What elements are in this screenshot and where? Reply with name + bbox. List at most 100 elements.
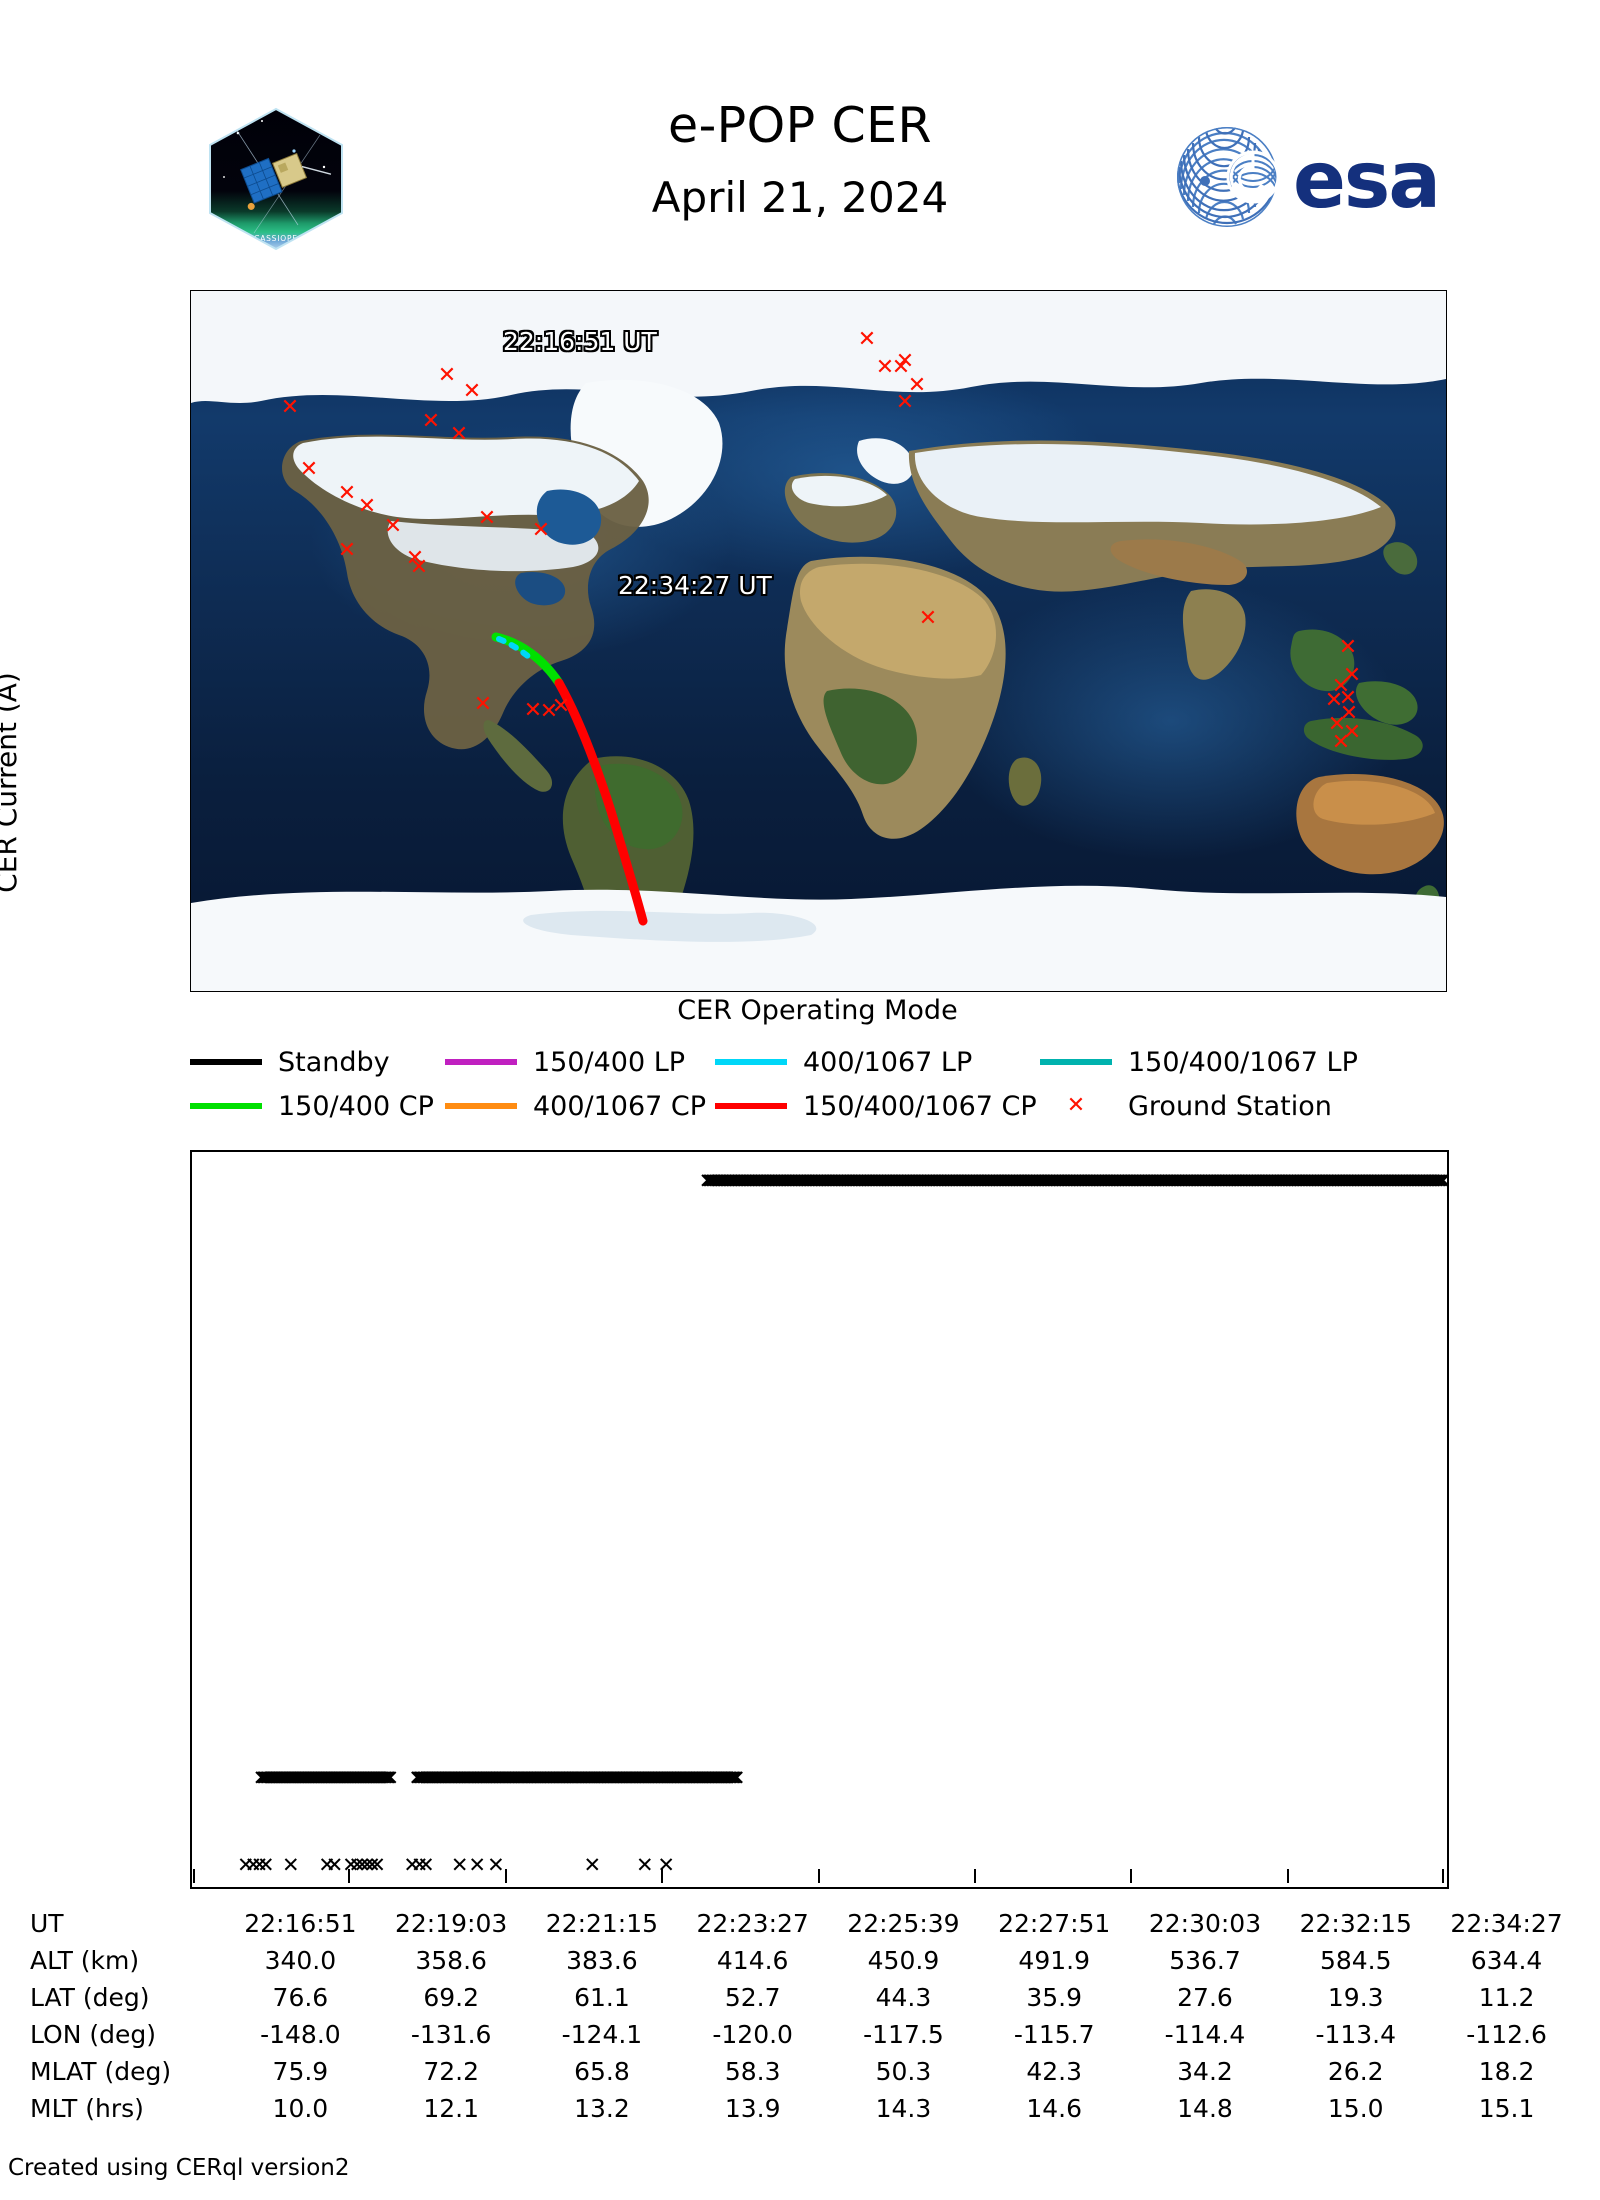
data-point-marker: ✕ [1053, 1168, 1071, 1193]
data-point-marker: ✕ [584, 1766, 603, 1791]
data-point-marker: ✕ [1312, 1168, 1331, 1193]
data-point-marker: ✕ [959, 1168, 978, 1193]
data-point-marker: ✕ [844, 1168, 863, 1193]
data-point-marker: ✕ [685, 1766, 704, 1791]
data-point-marker: ✕ [1024, 1168, 1042, 1193]
table-cell: 26.2 [1327, 2057, 1384, 2086]
data-point-marker: ✕ [417, 1852, 435, 1877]
data-point-marker: ✕ [460, 1766, 479, 1791]
data-point-marker: ✕ [1239, 1168, 1257, 1193]
data-point-marker: ✕ [1194, 1168, 1213, 1193]
data-point-marker: ✕ [485, 1766, 504, 1791]
table-row: LON (deg) -148.0 -131.6 -124.1 -120.0 -117.5 -… [22, 2016, 1582, 2053]
data-point-marker: ✕ [316, 1766, 334, 1791]
data-point-marker: ✕ [695, 1766, 714, 1791]
data-point-marker: ✕ [300, 1766, 318, 1791]
data-point-marker: ✕ [1048, 1168, 1067, 1193]
data-point-marker: ✕ [542, 1766, 561, 1791]
data-point-marker: ✕ [1154, 1168, 1173, 1193]
data-point-marker: ✕ [829, 1168, 847, 1193]
data-point-marker: ✕ [638, 1766, 657, 1791]
data-point-marker: ✕ [497, 1766, 515, 1791]
data-point-marker: ✕ [293, 1766, 311, 1791]
data-point-marker: ✕ [1322, 1168, 1340, 1193]
title-block: e-POP CER April 21, 2024 [400, 95, 1200, 229]
data-point-marker: ✕ [428, 1766, 447, 1791]
data-point-marker: ✕ [422, 1766, 441, 1791]
axis-tick [1447, 1479, 1449, 1481]
data-point-marker: ✕ [278, 1766, 297, 1791]
world-map-panel[interactable]: ✕ ✕ ✕ ✕ ✕ ✕ ✕ ✕ ✕ ✕ ✕ ✕ ✕ ✕ ✕ ✕ ✕ ✕ ✕ ✕ ✕ ✕ ✕ ✕ ✕ ✕ ✕ ✕ ✕ ✕ ✕ ✕ ✕ ✕ 22:16… [190, 290, 1447, 992]
table-cell: 383.6 [566, 1946, 638, 1975]
axis-tick [1447, 1880, 1449, 1882]
page-title: e-POP CER [668, 97, 932, 154]
data-point-marker: ✕ [901, 1168, 919, 1193]
axis-tick [190, 1319, 192, 1321]
data-point-marker: ✕ [1147, 1168, 1165, 1193]
axis-tick [1447, 1158, 1449, 1160]
data-point-marker: ✕ [704, 1766, 723, 1791]
data-point-marker: ✕ [1343, 1168, 1362, 1193]
data-point-marker: ✕ [1110, 1168, 1128, 1193]
data-point-marker: ✕ [1119, 1168, 1137, 1193]
data-point-marker: ✕ [346, 1766, 365, 1791]
data-point-marker: ✕ [1021, 1168, 1039, 1193]
data-point-marker: ✕ [1252, 1168, 1271, 1193]
data-point-marker: ✕ [1100, 1168, 1119, 1193]
data-point-marker: ✕ [955, 1168, 973, 1193]
data-point-marker: ✕ [1022, 1168, 1041, 1193]
data-point-marker: ✕ [852, 1168, 870, 1193]
data-point-marker: ✕ [615, 1766, 634, 1791]
data-point-marker: ✕ [1249, 1168, 1268, 1193]
data-point-marker: ✕ [1197, 1168, 1216, 1193]
track-start-time-label: 22:16:51 UT [503, 327, 657, 356]
data-point-marker: ✕ [1388, 1168, 1406, 1193]
data-point-marker: ✕ [1231, 1168, 1250, 1193]
data-point-marker: ✕ [1225, 1168, 1243, 1193]
table-row-label: MLAT (deg) [30, 2057, 172, 2086]
data-point-marker: ✕ [666, 1766, 685, 1791]
data-point-marker: ✕ [752, 1168, 770, 1193]
data-point-marker: ✕ [1403, 1168, 1422, 1193]
data-point-marker: ✕ [1233, 1168, 1251, 1193]
axis-tick [661, 1869, 664, 1883]
data-point-marker: ✕ [301, 1766, 320, 1791]
data-point-marker: ✕ [314, 1766, 333, 1791]
data-point-marker: ✕ [536, 1766, 555, 1791]
data-point-marker: ✕ [410, 1852, 429, 1877]
data-point-marker: ✕ [298, 1766, 317, 1791]
data-point-marker: ✕ [846, 1168, 864, 1193]
data-point-marker: ✕ [1068, 1168, 1087, 1193]
axis-tick [1447, 1399, 1449, 1401]
data-point-marker: ✕ [617, 1766, 635, 1791]
data-point-marker: ✕ [1113, 1168, 1131, 1193]
table-cell: 19.3 [1327, 1983, 1384, 2012]
data-point-marker: ✕ [991, 1168, 1010, 1193]
axis-tick [1447, 1639, 1449, 1641]
data-point-marker: ✕ [746, 1168, 764, 1193]
data-point-marker: ✕ [1262, 1168, 1280, 1193]
data-point-marker: ✕ [783, 1168, 801, 1193]
data-point-marker: ✕ [640, 1766, 659, 1791]
data-point-marker: ✕ [717, 1168, 735, 1193]
data-point-marker: ✕ [1002, 1168, 1021, 1193]
data-point-marker: ✕ [568, 1766, 587, 1791]
data-point-marker: ✕ [1036, 1168, 1055, 1193]
data-point-marker: ✕ [330, 1766, 349, 1791]
data-point-marker: ✕ [962, 1168, 981, 1193]
axis-tick [1442, 1887, 1444, 1889]
data-point-marker: ✕ [1044, 1168, 1062, 1193]
data-point-marker: ✕ [798, 1168, 817, 1193]
data-point-marker: ✕ [1165, 1168, 1184, 1193]
data-point-marker: ✕ [761, 1168, 780, 1193]
data-point-marker: ✕ [918, 1168, 936, 1193]
data-point-marker: ✕ [552, 1766, 571, 1791]
data-point-marker: ✕ [268, 1766, 287, 1791]
data-point-marker: ✕ [1205, 1168, 1223, 1193]
data-point-marker: ✕ [660, 1766, 679, 1791]
data-point-marker: ✕ [1271, 1168, 1289, 1193]
data-point-marker: ✕ [1061, 1168, 1079, 1193]
cer-current-chart[interactable]: 0.350.400.450.50 ✕✕✕✕✕✕✕✕✕✕✕✕✕✕✕✕✕✕✕✕✕✕✕… [190, 1150, 1449, 1889]
data-point-marker: ✕ [517, 1766, 536, 1791]
data-point-marker: ✕ [510, 1766, 529, 1791]
